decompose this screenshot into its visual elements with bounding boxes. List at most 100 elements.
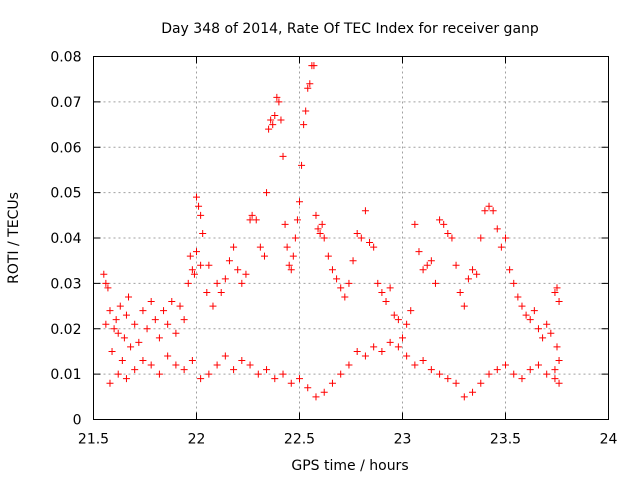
data-point [436, 370, 444, 378]
data-point [246, 361, 254, 369]
data-point [333, 275, 341, 283]
data-point [147, 361, 155, 369]
data-point [386, 284, 394, 292]
data-point [106, 379, 114, 387]
data-point [230, 366, 238, 374]
data-point [314, 225, 322, 233]
data-point [254, 370, 262, 378]
data-point [320, 388, 328, 396]
data-point [324, 252, 332, 260]
data-point [543, 370, 551, 378]
data-point [518, 302, 526, 310]
data-point [328, 379, 336, 387]
data-point [318, 220, 326, 228]
data-point [197, 211, 205, 219]
y-tick-label: 0.07 [50, 95, 81, 111]
data-point [407, 307, 415, 315]
data-point [553, 284, 561, 292]
data-points [100, 62, 563, 401]
axis-ticks [93, 56, 609, 420]
data-point [155, 334, 163, 342]
data-point [452, 379, 460, 387]
data-point [394, 343, 402, 351]
data-point [312, 211, 320, 219]
data-point [298, 161, 306, 169]
data-point [306, 80, 314, 88]
data-point [291, 234, 299, 242]
data-point [518, 375, 526, 383]
data-point [477, 234, 485, 242]
data-point [312, 393, 320, 401]
data-point [551, 375, 559, 383]
data-point [464, 275, 472, 283]
data-point [104, 284, 112, 292]
data-point [209, 302, 217, 310]
data-point [151, 316, 159, 324]
data-point [164, 320, 172, 328]
data-point [277, 116, 285, 124]
y-tick-label: 0.02 [50, 322, 81, 338]
data-point [551, 288, 559, 296]
x-tick-label: 23 [394, 432, 412, 448]
data-point [481, 207, 489, 215]
data-point [281, 220, 289, 228]
data-point [378, 347, 386, 355]
data-point [534, 361, 542, 369]
data-point [427, 366, 435, 374]
data-point [186, 252, 194, 260]
data-point [522, 311, 530, 319]
data-point [180, 366, 188, 374]
data-point [246, 216, 254, 224]
data-point [242, 270, 250, 278]
data-point [427, 257, 435, 265]
data-point [304, 84, 312, 92]
data-point [118, 357, 126, 365]
data-point [285, 261, 293, 269]
data-point [102, 279, 110, 287]
data-point [267, 116, 275, 124]
data-point [502, 361, 509, 369]
data-point [349, 257, 357, 265]
data-point [197, 375, 205, 383]
data-point [460, 302, 468, 310]
data-point [160, 307, 168, 315]
x-axis-label: GPS time / hours [291, 458, 408, 474]
data-point [448, 234, 456, 242]
data-point [353, 229, 361, 237]
data-point [489, 207, 497, 215]
data-point [116, 302, 124, 310]
data-point [213, 361, 221, 369]
data-point [555, 357, 563, 365]
data-point [176, 302, 184, 310]
y-tick-label: 0.05 [50, 186, 81, 202]
data-point [188, 266, 196, 274]
data-point [234, 266, 242, 274]
data-point [366, 239, 374, 247]
y-tick-label: 0.04 [50, 231, 81, 247]
y-tick-label: 0.06 [50, 140, 81, 156]
data-point [526, 316, 534, 324]
data-point [293, 216, 301, 224]
data-point [279, 152, 287, 160]
data-point [252, 216, 260, 224]
data-point [205, 370, 213, 378]
data-point [456, 288, 464, 296]
data-point [419, 357, 427, 365]
data-point [260, 252, 268, 260]
data-point [213, 279, 221, 287]
data-point [378, 288, 386, 296]
data-point [477, 379, 485, 387]
data-point [269, 121, 277, 129]
data-point [497, 243, 505, 251]
data-point [193, 193, 200, 201]
data-point [230, 243, 238, 251]
data-point [394, 316, 402, 324]
data-point [345, 279, 353, 287]
data-point [543, 320, 551, 328]
data-point [403, 320, 411, 328]
data-point [382, 298, 390, 306]
data-point [316, 229, 324, 237]
data-point [485, 370, 493, 378]
data-point [423, 261, 431, 269]
